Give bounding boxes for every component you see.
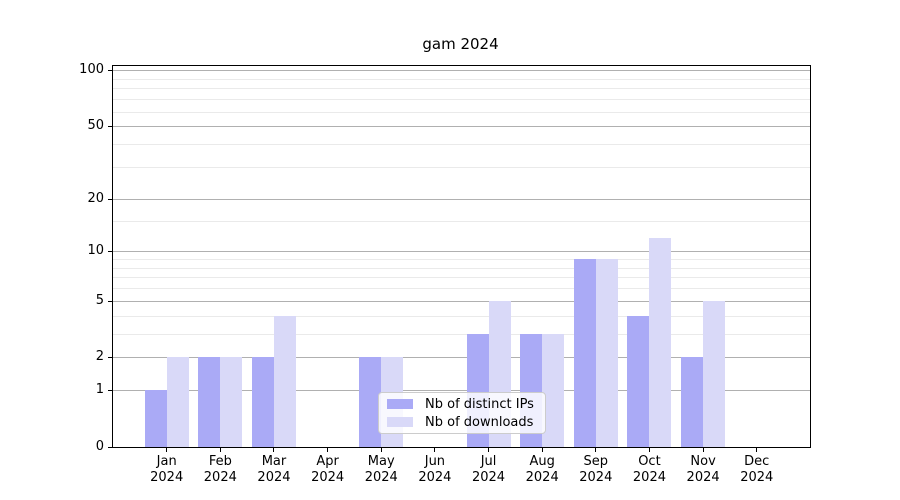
- plot-area: Nb of distinct IPs Nb of downloads: [112, 65, 811, 448]
- y-tickmark: [108, 251, 112, 253]
- minor-gridline: [113, 259, 810, 261]
- legend: Nb of distinct IPs Nb of downloads: [378, 392, 546, 434]
- bar-distinct-ips-mar: [251, 357, 274, 447]
- x-tick-label: Apr 2024: [311, 454, 345, 485]
- minor-gridline: [113, 88, 810, 90]
- x-tickmark: [219, 448, 221, 452]
- minor-gridline: [113, 315, 810, 317]
- bar-downloads-jan: [166, 357, 189, 447]
- major-gridline: [113, 300, 810, 302]
- bar-distinct-ips-feb: [198, 357, 221, 447]
- minor-gridline: [113, 99, 810, 101]
- x-tick-label: Feb 2024: [203, 454, 237, 485]
- minor-gridline: [113, 143, 810, 145]
- y-tickmark: [108, 357, 112, 359]
- x-tickmark: [434, 448, 436, 452]
- bar-distinct-ips-oct: [627, 315, 650, 447]
- y-tickmark: [108, 198, 112, 200]
- bar-distinct-ips-may: [359, 357, 382, 447]
- x-tickmark: [488, 448, 490, 452]
- x-tickmark: [756, 448, 758, 452]
- x-tick-label: Mar 2024: [257, 454, 291, 485]
- minor-gridline: [113, 333, 810, 335]
- major-gridline: [113, 70, 810, 72]
- major-gridline: [113, 198, 810, 200]
- y-tick-label: 0: [95, 439, 104, 454]
- x-tick-label: Dec 2024: [740, 454, 774, 485]
- chart-title: gam 2024: [422, 35, 499, 53]
- bar-downloads-mar: [273, 315, 296, 447]
- x-tick-label: Sep 2024: [579, 454, 613, 485]
- minor-gridline: [113, 267, 810, 269]
- x-tickmark: [327, 448, 329, 452]
- legend-swatch-downloads: [387, 417, 413, 427]
- bar-distinct-ips-jan: [144, 390, 167, 447]
- y-tick-label: 10: [87, 243, 104, 259]
- y-tickmark: [108, 390, 112, 392]
- legend-label-distinct-ips: Nb of distinct IPs: [425, 396, 534, 412]
- major-gridline: [113, 126, 810, 128]
- y-tick-label: 2: [95, 349, 104, 365]
- y-tick-label: 1: [95, 382, 104, 398]
- bar-downloads-feb: [220, 357, 243, 447]
- bar-downloads-aug: [542, 333, 565, 447]
- bar-distinct-ips-sep: [573, 259, 596, 447]
- legend-entry-downloads: Nb of downloads: [387, 413, 537, 431]
- x-tick-label: Nov 2024: [686, 454, 720, 485]
- y-tick-label: 50: [87, 118, 104, 134]
- x-tick-label: May 2024: [364, 454, 398, 485]
- y-tick-label: 100: [79, 62, 104, 78]
- y-tick-label: 20: [87, 190, 104, 206]
- bar-downloads-nov: [703, 300, 726, 447]
- legend-label-downloads: Nb of downloads: [425, 414, 534, 430]
- major-gridline: [113, 357, 810, 359]
- x-tickmark: [273, 448, 275, 452]
- x-tickmark: [380, 448, 382, 452]
- major-gridline: [113, 251, 810, 253]
- y-tickmark: [108, 70, 112, 72]
- x-tick-label: Aug 2024: [525, 454, 559, 485]
- x-tickmark: [541, 448, 543, 452]
- minor-gridline: [113, 166, 810, 168]
- bar-downloads-sep: [595, 259, 618, 447]
- x-tick-label: Oct 2024: [632, 454, 666, 485]
- y-tick-label: 5: [95, 292, 104, 308]
- x-tickmark: [166, 448, 168, 452]
- minor-gridline: [113, 277, 810, 279]
- x-tickmark: [648, 448, 650, 452]
- x-tick-label: Jun 2024: [418, 454, 452, 485]
- y-tickmark: [108, 126, 112, 128]
- x-tick-label: Jan 2024: [150, 454, 184, 485]
- x-tick-label: Jul 2024: [471, 454, 506, 485]
- major-gridline: [113, 390, 810, 392]
- bar-downloads-oct: [649, 237, 672, 447]
- minor-gridline: [113, 78, 810, 80]
- minor-gridline: [113, 288, 810, 290]
- bar-distinct-ips-nov: [681, 357, 704, 447]
- x-tickmark: [702, 448, 704, 452]
- minor-gridline: [113, 220, 810, 222]
- y-tickmark: [108, 447, 112, 448]
- minor-gridline: [113, 111, 810, 113]
- legend-swatch-distinct-ips: [387, 399, 413, 409]
- y-tickmark: [108, 300, 112, 302]
- legend-entry-distinct-ips: Nb of distinct IPs: [387, 395, 537, 413]
- x-tickmark: [595, 448, 597, 452]
